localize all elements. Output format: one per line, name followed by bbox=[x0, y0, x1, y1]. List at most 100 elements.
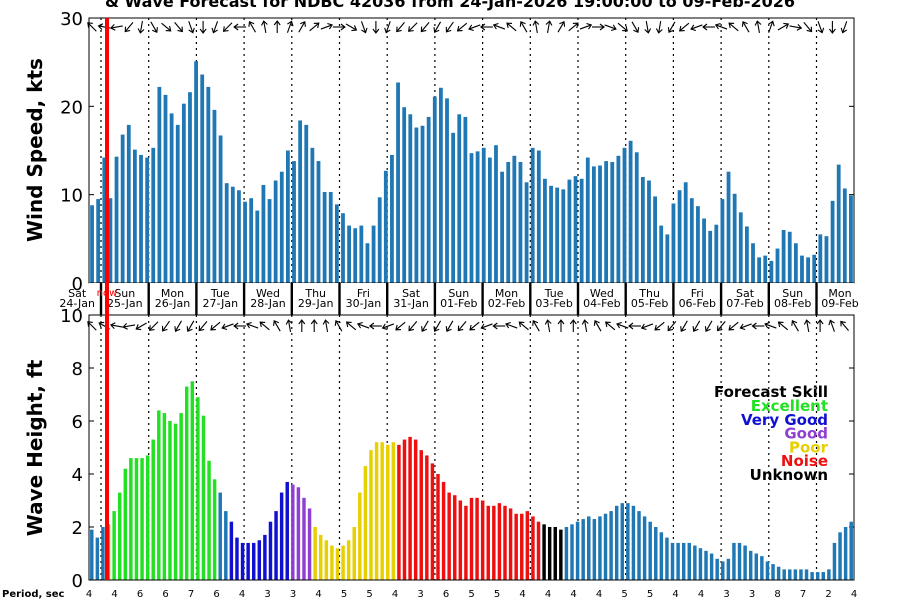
wave-bar bbox=[369, 450, 373, 580]
wind-direction-arrow bbox=[667, 21, 676, 33]
period-value: 4 bbox=[545, 589, 551, 600]
wind-panel: Wind Speed, kts 0 10 20 30 bbox=[23, 9, 855, 295]
wave-direction-arrow bbox=[198, 321, 208, 332]
wave-bar bbox=[592, 519, 597, 580]
wave-direction-arrow bbox=[728, 321, 739, 331]
wind-ytick-label: 20 bbox=[60, 97, 83, 118]
wave-bar bbox=[793, 569, 798, 580]
wind-bar bbox=[359, 225, 364, 283]
date-label: 07-Feb bbox=[726, 297, 763, 310]
date-label: 28-Jan bbox=[250, 297, 286, 310]
legend-item-very-good: Very Good bbox=[741, 411, 828, 429]
wave-ylabel: Wave Height, ft bbox=[23, 359, 47, 536]
wave-panel: Wave Height, ft 0 2 4 6 8 10 bbox=[23, 306, 855, 592]
wave-bar bbox=[788, 569, 792, 580]
wind-bar bbox=[414, 127, 419, 283]
wave-bar bbox=[90, 529, 94, 580]
wave-bar bbox=[157, 410, 161, 580]
wind-bar bbox=[579, 178, 584, 283]
wave-bar bbox=[648, 521, 652, 580]
wind-direction-arrow bbox=[188, 21, 195, 34]
wind-bar bbox=[457, 114, 462, 283]
wave-direction-arrow bbox=[221, 323, 234, 331]
wind-direction-arrow bbox=[655, 20, 663, 34]
wind-bar bbox=[696, 206, 700, 283]
wind-direction-arrow bbox=[840, 21, 848, 34]
wave-bar bbox=[637, 511, 641, 580]
day-strip-background bbox=[89, 283, 854, 315]
wind-bar bbox=[628, 140, 633, 283]
wind-direction-arrow bbox=[396, 22, 405, 33]
wind-bar bbox=[592, 166, 596, 283]
wind-direction-arrow bbox=[433, 21, 442, 33]
wind-bar bbox=[634, 152, 639, 283]
wind-bar bbox=[463, 116, 468, 284]
period-value: 4 bbox=[596, 589, 602, 600]
wind-bar bbox=[420, 125, 425, 284]
wave-bar bbox=[358, 492, 362, 580]
wave-direction-arrow bbox=[469, 321, 480, 331]
wave-bar bbox=[196, 397, 200, 580]
wave-ytick-label: 2 bbox=[72, 518, 83, 539]
wind-bar bbox=[640, 177, 645, 283]
wind-bar bbox=[494, 145, 498, 283]
wave-bar bbox=[240, 542, 245, 580]
wave-bar bbox=[520, 513, 524, 580]
wind-direction-arrow bbox=[211, 21, 219, 34]
wave-bar bbox=[386, 444, 390, 580]
wave-direction-arrow bbox=[518, 321, 529, 331]
wave-bar bbox=[346, 540, 351, 580]
wave-direction-arrow bbox=[395, 321, 406, 331]
wave-bar bbox=[654, 527, 658, 580]
wave-direction-arrow bbox=[408, 321, 418, 332]
wind-bar bbox=[292, 161, 296, 283]
wave-bar bbox=[268, 521, 273, 580]
wave-bar bbox=[536, 521, 541, 580]
wind-bar bbox=[304, 124, 309, 283]
wave-bar bbox=[229, 521, 234, 580]
wind-direction-arrow bbox=[332, 23, 346, 31]
wind-direction-arrow bbox=[492, 22, 506, 30]
wave-bar bbox=[480, 500, 485, 580]
wave-bar bbox=[363, 466, 368, 580]
wind-bar bbox=[793, 243, 798, 283]
wave-direction-arrow bbox=[492, 322, 506, 330]
wave-bar bbox=[207, 460, 211, 580]
wind-bar bbox=[610, 161, 615, 283]
day-of-week-label: Sun bbox=[114, 287, 135, 300]
date-label: 25-Jan bbox=[107, 297, 143, 310]
wave-ytick-label: 8 bbox=[72, 359, 83, 380]
wind-direction-arrow bbox=[199, 21, 207, 34]
date-label: 09-Feb bbox=[821, 297, 858, 310]
wind-bar bbox=[181, 103, 186, 284]
wind-bar bbox=[653, 196, 657, 283]
wave-bar bbox=[799, 569, 803, 580]
wave-bar bbox=[732, 542, 736, 580]
wave-bar bbox=[330, 545, 334, 580]
wind-direction-arrow bbox=[384, 21, 391, 34]
wave-bar bbox=[263, 534, 267, 580]
wind-bar bbox=[512, 155, 517, 283]
period-value: 3 bbox=[290, 589, 296, 600]
period-value: 4 bbox=[86, 589, 92, 600]
wind-bar bbox=[145, 157, 150, 283]
wind-bar bbox=[108, 198, 113, 283]
wind-direction-arrow bbox=[298, 21, 306, 33]
wave-direction-arrow bbox=[680, 320, 688, 332]
period-value: 4 bbox=[315, 589, 321, 600]
wave-bar bbox=[776, 566, 781, 580]
date-label: 31-Jan bbox=[393, 297, 429, 310]
wave-bar bbox=[341, 545, 345, 580]
wave-direction-arrow bbox=[433, 320, 442, 332]
wave-bar bbox=[821, 572, 826, 580]
wind-bar bbox=[806, 257, 810, 283]
wave-bar bbox=[179, 413, 183, 580]
wave-bar bbox=[525, 511, 530, 580]
wind-direction-arrow bbox=[248, 21, 256, 33]
wave-direction-arrow bbox=[764, 321, 777, 329]
wave-bar bbox=[726, 558, 731, 580]
period-label: Period, sec bbox=[2, 589, 65, 600]
wave-bar bbox=[670, 542, 675, 580]
day-of-week-label: Mon bbox=[161, 287, 184, 300]
wind-direction-arrow bbox=[617, 22, 628, 32]
